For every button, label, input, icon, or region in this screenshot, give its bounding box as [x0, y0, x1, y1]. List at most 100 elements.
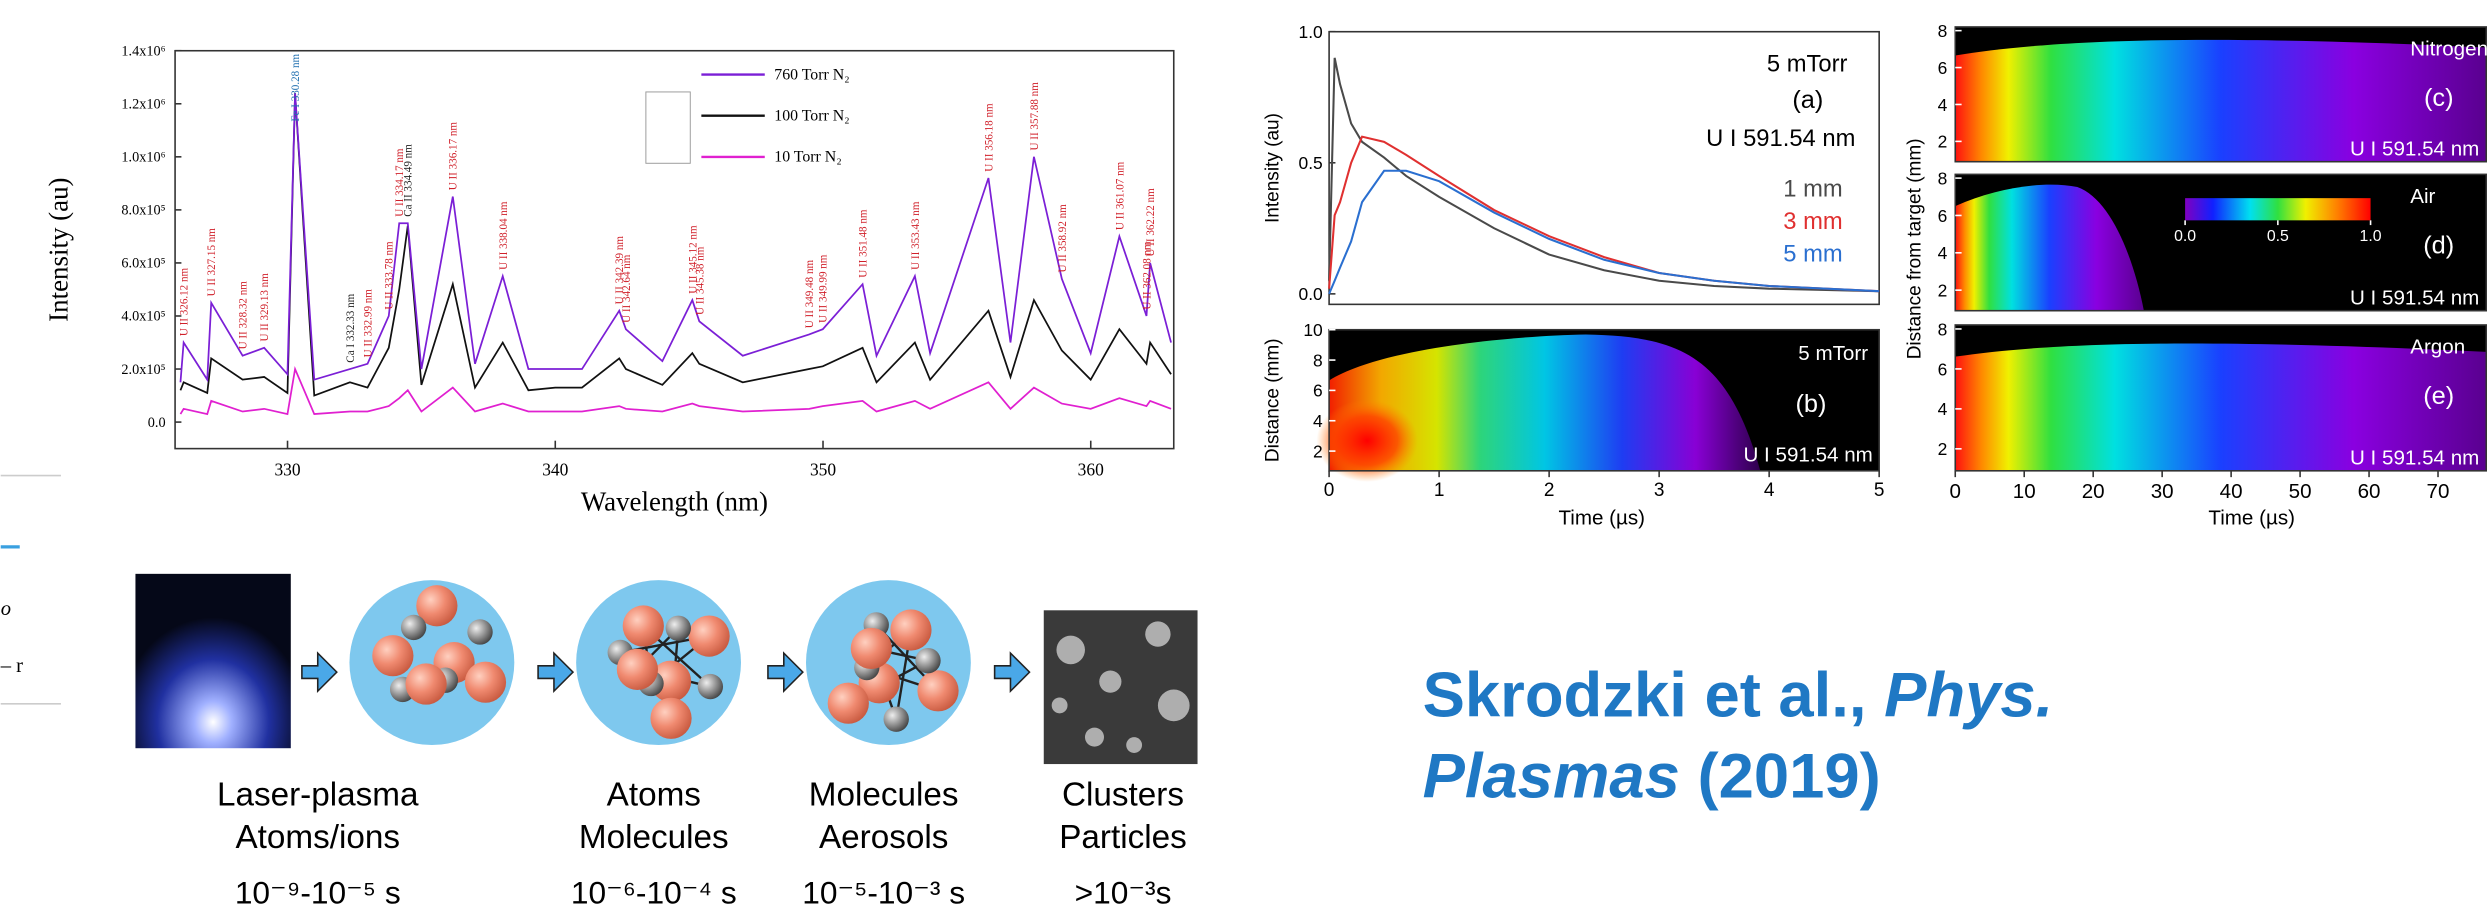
panel-tag: (b): [1796, 390, 1827, 418]
peak-label: U II 333.78 nm: [384, 241, 396, 310]
annotation: U I 591.54 nm: [2350, 446, 2479, 469]
x-tick-label: 3: [1654, 480, 1665, 501]
particle: [1158, 690, 1190, 722]
atom: [698, 674, 723, 699]
colorbar: [2185, 198, 2370, 220]
annotation: U I 591.54 nm: [2350, 137, 2479, 160]
annotation: U I 591.54 nm: [2350, 286, 2479, 309]
peak-label: U II 362.22 nm: [1145, 188, 1157, 257]
y-axis-title: Distance (mm): [1262, 338, 1283, 462]
stage-label: Laser-plasma: [217, 776, 419, 813]
y-tick-label: 4: [1938, 243, 1948, 263]
arrow: [538, 653, 573, 691]
peak-label: U II 332.99 nm: [363, 289, 375, 358]
y-axis-title: Intensity (au): [43, 177, 73, 321]
peak-label: Ca I 332.33 nm: [345, 293, 357, 362]
peak-label: U II 328.32 nm: [238, 281, 250, 350]
x-tick-label: 330: [274, 460, 300, 480]
colorbar-tick-label: 0.0: [2174, 228, 2196, 245]
legend-label: 3 mm: [1783, 208, 1842, 235]
particle: [1145, 621, 1170, 646]
stage-label: Molecules: [579, 819, 729, 856]
x-tick-label: 340: [542, 460, 568, 480]
gas-label: Argon: [2410, 335, 2465, 358]
citation-year: (2019): [1698, 741, 1881, 811]
y-tick-label: 6: [1313, 381, 1323, 401]
x-tick-label: 0: [1324, 480, 1335, 501]
gas-label: Air: [2410, 185, 2435, 208]
y-tick-label: 2: [1938, 132, 1948, 152]
atom: [851, 628, 892, 669]
citation-journal: Plasmas: [1423, 741, 1680, 811]
x-tick-label: 1: [1434, 480, 1445, 501]
gas-label: Nitrogen: [2410, 37, 2487, 60]
atom: [401, 615, 426, 640]
panel-tag: (d): [2423, 232, 2454, 260]
stage-label: Particles: [1059, 819, 1187, 856]
y-tick-label: 4: [1938, 399, 1948, 419]
fragment-text: o: [1, 598, 11, 620]
colorbar-tick-label: 1.0: [2360, 228, 2382, 245]
stage-label: Atoms: [607, 776, 701, 813]
particle: [1085, 728, 1104, 747]
legend-inset: [646, 92, 690, 163]
y-tick-label: 6: [1938, 359, 1948, 379]
y-tick-label: 8: [1938, 21, 1948, 41]
atom: [890, 609, 931, 650]
atom: [465, 662, 506, 703]
atom: [617, 649, 658, 690]
peak-label: U II 356.18 nm: [983, 103, 995, 172]
arrow: [768, 653, 803, 691]
stage-time: 10⁻⁶-10⁻⁴ s: [571, 875, 737, 911]
y-tick-label: 1.0x10⁶: [121, 150, 165, 166]
spectrum-chart: 0.02.0x10⁵4.0x10⁵6.0x10⁵8.0x10⁵1.0x10⁶1.…: [43, 43, 1173, 516]
stage-label: Aerosols: [819, 819, 948, 856]
stage-label: Atoms/ions: [235, 819, 400, 856]
y-tick-label: 0.5: [1299, 153, 1323, 173]
y-tick-label: 4.0x10⁵: [121, 309, 165, 325]
y-tick-label: 1.0: [1299, 22, 1324, 42]
x-tick-label: 5: [1874, 480, 1885, 501]
y-tick-label: 10: [1303, 320, 1323, 340]
particle: [1056, 636, 1085, 665]
atom: [688, 615, 729, 656]
atom: [467, 619, 492, 644]
atom: [650, 698, 691, 739]
atom: [917, 670, 958, 711]
legend-label: 760 Torr N₂: [774, 66, 849, 83]
y-axis-title: Distance from target (mm): [1904, 138, 1925, 359]
peak-label: U II 351.48 nm: [858, 209, 870, 278]
x-tick-label: 350: [810, 460, 836, 480]
y-axis-title: Intensity (au): [1262, 113, 1283, 223]
peak-label: U II 349.48 nm: [804, 260, 816, 329]
x-tick-label: 30: [2151, 480, 2174, 503]
page: {"chart_data": [ {"type": "line", "x_lab…: [0, 0, 2487, 921]
x-axis-title: Time (µs): [1558, 507, 1645, 530]
peak-label: U II 357.88 nm: [1029, 82, 1041, 151]
panel-tag: (c): [2424, 84, 2454, 112]
y-tick-label: 1.4x10⁶: [121, 43, 165, 59]
x-tick-label: 70: [2427, 480, 2450, 503]
particle-photo: [1044, 610, 1198, 764]
peak-label: U II 326.12 nm: [179, 267, 191, 336]
atom: [828, 683, 869, 724]
stage-time: >10⁻³s: [1075, 875, 1172, 911]
stage-time: 10⁻⁵-10⁻³ s: [802, 875, 965, 911]
panel-tag: (a): [1792, 86, 1823, 114]
left-fragments: o – r: [0, 476, 61, 704]
atom: [623, 605, 664, 646]
y-tick-label: 2: [1938, 439, 1948, 459]
peak-label: U II 338.04 nm: [498, 201, 510, 270]
y-tick-label: 8: [1938, 168, 1948, 188]
citation-journal: Phys.: [1884, 661, 2053, 731]
citation: Plasmas (2019): [1423, 741, 1881, 811]
annotation: U I 591.54 nm: [1706, 125, 1855, 152]
particle: [1052, 697, 1068, 713]
y-tick-label: 6.0x10⁵: [121, 256, 165, 272]
peak-label: Fe I 330.28 nm: [290, 54, 302, 122]
annotation: 5 mTorr: [1798, 342, 1868, 365]
plasma-photo: [135, 574, 290, 748]
distance-heatmap: 246810012345Time (µs)Distance (mm)5 mTor…: [1262, 320, 1884, 530]
